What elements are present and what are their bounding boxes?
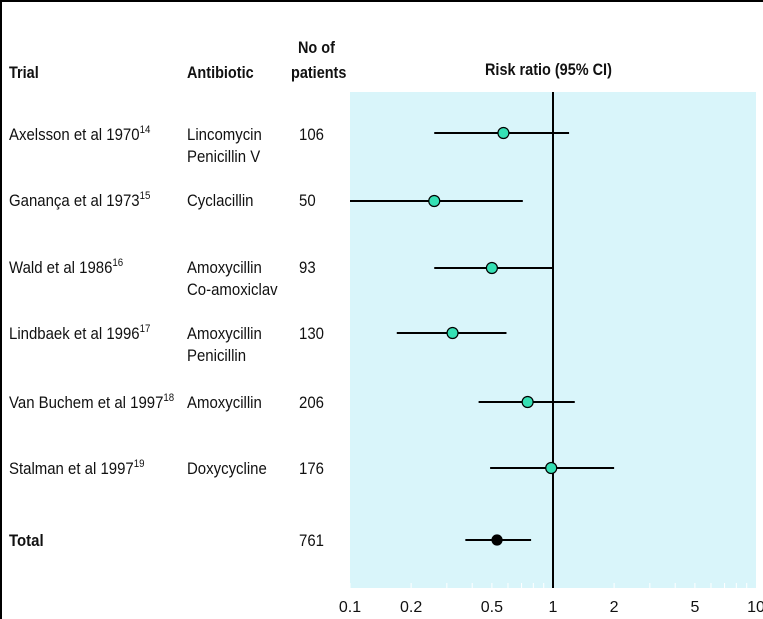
antibiotic-name: Doxycycline [187, 459, 267, 478]
study-estimate-marker [497, 126, 510, 140]
antibiotic-name: Amoxycillin [187, 324, 262, 343]
study-estimate-marker [446, 326, 459, 340]
pooled-estimate-marker [491, 534, 503, 546]
antibiotic-name: Amoxycillin [187, 393, 262, 412]
header-trial: Trial [9, 63, 39, 82]
header-patients-line2: patients [291, 63, 347, 82]
header-antibiotic: Antibiotic [187, 63, 254, 82]
x-tick-label: 1 [549, 599, 558, 616]
patient-count: 93 [299, 258, 316, 277]
header-patients-line1: No of [298, 38, 335, 57]
antibiotic-name: Co-amoxiclav [187, 280, 278, 299]
study-estimate-marker [545, 461, 558, 475]
study-estimate-marker [521, 395, 534, 409]
trial-name: Van Buchem et al 199718 [9, 392, 175, 413]
patient-count: 106 [299, 125, 324, 144]
trial-name: Lindbaek et al 199617 [9, 323, 151, 344]
total-label: Total [9, 531, 44, 550]
trial-name: Axelsson et al 197014 [9, 124, 151, 145]
reference-number: 16 [112, 257, 124, 269]
patient-count: 50 [299, 191, 316, 210]
x-tick-label: 5 [690, 599, 699, 616]
reference-number: 17 [139, 323, 151, 335]
antibiotic-name: Cyclacillin [187, 191, 254, 210]
patient-count: 130 [299, 324, 324, 343]
trial-name: Wald et al 198616 [9, 257, 124, 278]
plot-title: Risk ratio (95% CI) [485, 60, 612, 79]
antibiotic-name: Lincomycin [187, 125, 262, 144]
reference-number: 18 [163, 392, 175, 404]
reference-number: 14 [139, 124, 151, 136]
total-patient-count: 761 [299, 531, 324, 550]
x-tick-label: 10 [747, 599, 763, 616]
antibiotic-name: Penicillin V [187, 147, 261, 166]
antibiotic-name: Amoxycillin [187, 258, 262, 277]
x-tick-label: 0.5 [481, 599, 503, 616]
x-tick-label: 2 [610, 599, 619, 616]
study-estimate-marker [428, 194, 441, 208]
reference-number: 19 [133, 458, 145, 470]
study-estimate-marker [485, 261, 498, 275]
x-tick-label: 0.1 [339, 599, 361, 616]
patient-count: 176 [299, 459, 324, 478]
x-tick-label: 0.2 [400, 599, 422, 616]
reference-number: 15 [139, 190, 151, 202]
patient-count: 206 [299, 393, 324, 412]
trial-name: Stalman et al 199719 [9, 458, 145, 479]
trial-name: Ganança et al 197315 [9, 190, 151, 211]
antibiotic-name: Penicillin [187, 346, 247, 365]
